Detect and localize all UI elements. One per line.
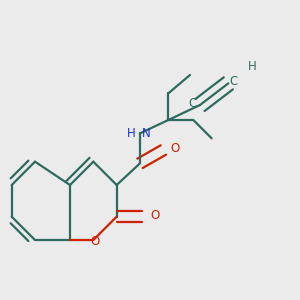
Text: H: H <box>127 127 136 140</box>
Text: O: O <box>171 142 180 155</box>
Text: C: C <box>189 97 197 110</box>
Text: O: O <box>90 235 100 248</box>
Text: H: H <box>248 60 257 73</box>
Text: N: N <box>142 127 150 140</box>
Text: O: O <box>151 209 160 222</box>
Text: C: C <box>230 75 238 88</box>
